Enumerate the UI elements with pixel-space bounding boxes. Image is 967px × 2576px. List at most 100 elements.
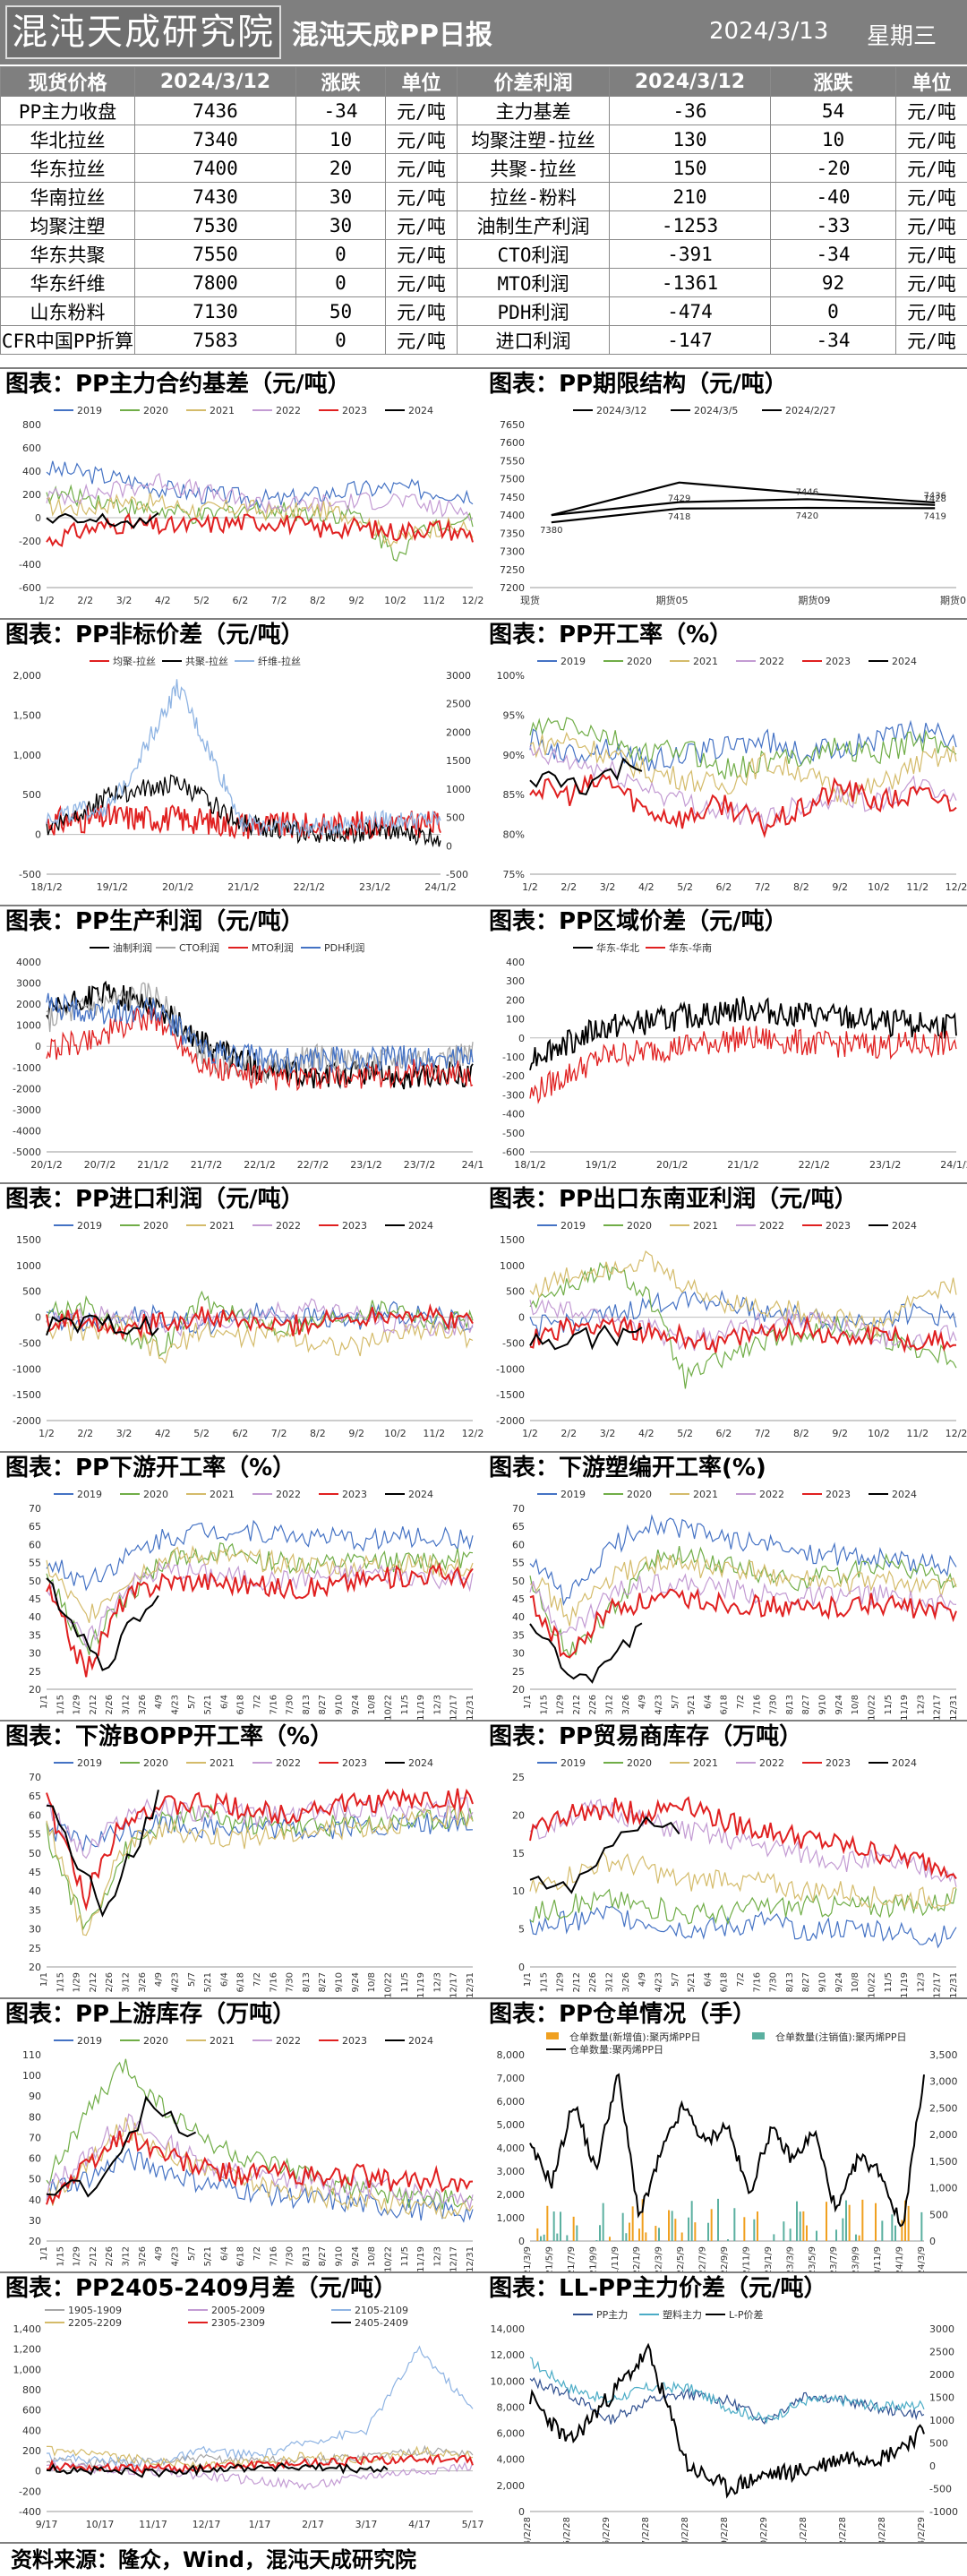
legend-label: 2021 <box>210 1489 235 1500</box>
bar-mark <box>707 2223 709 2241</box>
legend-label: 2023 <box>342 1220 367 1232</box>
bar-mark <box>859 2236 860 2241</box>
bar-mark <box>806 2226 808 2241</box>
y-tick-label: -5000 <box>13 1146 41 1158</box>
legend-entry: 2023 <box>319 1757 367 1769</box>
y-tick-label: 400 <box>22 2425 41 2436</box>
series-line <box>530 1852 956 1909</box>
x-tick-label: 21/7/9 <box>567 2246 577 2271</box>
legend-entry: 2019 <box>54 1757 102 1769</box>
y2-tick-label: 2,500 <box>929 2102 958 2114</box>
x-tick-label: 1/1 <box>39 1695 49 1709</box>
x-tick-label: 1/2 <box>39 595 55 606</box>
y-tick-label: 7550 <box>500 455 525 467</box>
legend-label: 2205-2209 <box>68 2317 122 2329</box>
x-tick-label: 5/21 <box>687 1695 697 1714</box>
legend-label: 1905-1909 <box>68 2305 122 2316</box>
y-tick-label: -1000 <box>13 1062 41 1074</box>
data-label: 7419 <box>923 511 946 521</box>
table-cell: 7430 <box>135 183 296 211</box>
y-tick-label: 60 <box>29 2153 41 2165</box>
legend-entry: 仓单数量(注销值):聚丙烯PP日 <box>752 2031 907 2043</box>
table-cell: -33 <box>771 211 896 240</box>
x-tick-label: 23/7/9 <box>829 2246 839 2271</box>
x-tick-label: 12/17 <box>449 1695 459 1720</box>
table-header-cell: 2024/3/12 <box>610 67 771 97</box>
legend-label: 2020 <box>143 1489 168 1500</box>
y-tick-label: 1500 <box>500 1234 525 1246</box>
x-tick-label: 6/18 <box>236 1972 246 1992</box>
x-tick-label: 9/10 <box>335 1695 345 1714</box>
x-tick-label: 4/23 <box>170 1695 180 1714</box>
legend-label: 2022 <box>759 1757 784 1769</box>
y-tick-label: -1000 <box>496 1363 525 1375</box>
y-tick-label: -200 <box>19 536 41 547</box>
y-tick-label: 2,000 <box>13 670 42 682</box>
bar-mark <box>849 2205 851 2241</box>
legend-entry: 2022 <box>736 1489 784 1500</box>
x-tick-label: 12/17 <box>449 2246 459 2271</box>
table-header-cell: 涨跌 <box>296 67 386 97</box>
y-tick-label: 30 <box>29 1648 41 1660</box>
report-weekday: 星期三 <box>867 18 937 51</box>
legend-entry: 2024 <box>385 405 433 416</box>
y-tick-label: 20 <box>512 1809 525 1821</box>
x-tick-label: 7/2 <box>252 1695 262 1709</box>
legend-entry: 2020 <box>120 2035 168 2047</box>
x-tick-label: 期货05 <box>656 594 689 606</box>
x-tick-label: 3/26 <box>621 1972 631 1992</box>
legend-entry: 2024 <box>385 2035 433 2047</box>
chart-svg: 华东-华北华东-华南4003002001000-100-200-300-400-… <box>484 935 967 1182</box>
y-tick-label: -500 <box>502 1337 525 1349</box>
x-tick-label: 12/31 <box>466 1972 475 1997</box>
bar-mark <box>655 2226 656 2241</box>
series-line <box>47 1292 473 1356</box>
table-cell: -1361 <box>610 269 771 297</box>
x-tick-label: 11/2 <box>423 1428 445 1439</box>
y-tick-label: 55 <box>29 1558 41 1569</box>
legend-entry: 2019 <box>54 1489 102 1500</box>
x-tick-label: 21/2/28 <box>799 2517 809 2542</box>
series-line <box>47 1563 473 1647</box>
legend-entry: 2024 <box>869 1757 917 1769</box>
x-tick-label: 8/2 <box>793 1428 809 1439</box>
legend-entry: 2024 <box>385 1757 433 1769</box>
legend-label: 2020 <box>627 1220 652 1232</box>
x-tick-label: 3/12 <box>605 1972 615 1992</box>
legend-label: 2024 <box>408 1220 433 1232</box>
legend-entry: 2205-2209 <box>45 2317 122 2329</box>
y2-tick-label: 2000 <box>929 2369 954 2381</box>
data-label: 7380 <box>540 526 562 536</box>
x-tick-label: 4/23 <box>654 1695 663 1714</box>
x-tick-label: 1/1 <box>39 2246 49 2261</box>
x-tick-label: 12/31 <box>949 1695 959 1720</box>
y-tick-label: 65 <box>512 1521 525 1533</box>
bar-mark <box>625 2233 627 2241</box>
x-tick-label: 4/2 <box>638 881 655 893</box>
legend-label: 华东-华北 <box>596 941 639 954</box>
y-tick-label: 7500 <box>500 474 525 485</box>
x-tick-label: 22/7/2 <box>297 1159 329 1171</box>
legend-label: 仓单数量:聚丙烯PP日 <box>569 2043 663 2056</box>
x-tick-label: 23/5/9 <box>808 2246 817 2271</box>
chart-title: 图表：PP出口东南亚利润（元/吨） <box>484 1182 967 1213</box>
x-tick-label: 10/22 <box>383 2246 393 2271</box>
legend-entry: 2019 <box>537 1220 586 1232</box>
x-tick-label: 10/8 <box>851 1695 860 1714</box>
x-tick-label: 14/2/28 <box>523 2517 533 2542</box>
y-tick-label: 7,000 <box>497 2073 526 2084</box>
y-tick-label: 3000 <box>16 978 41 990</box>
table-cell: MTO利润 <box>458 269 610 297</box>
bar-mark <box>672 2211 673 2241</box>
y-tick-label: 100% <box>497 670 525 682</box>
legend-entry: 纤维-拉丝 <box>235 655 301 667</box>
table-cell: 元/吨 <box>386 154 458 183</box>
y-tick-label: 0 <box>35 512 41 524</box>
x-tick-label: 11/19 <box>416 1695 426 1720</box>
legend-entry: PP主力 <box>573 2309 628 2321</box>
data-label: 7446 <box>796 488 818 498</box>
